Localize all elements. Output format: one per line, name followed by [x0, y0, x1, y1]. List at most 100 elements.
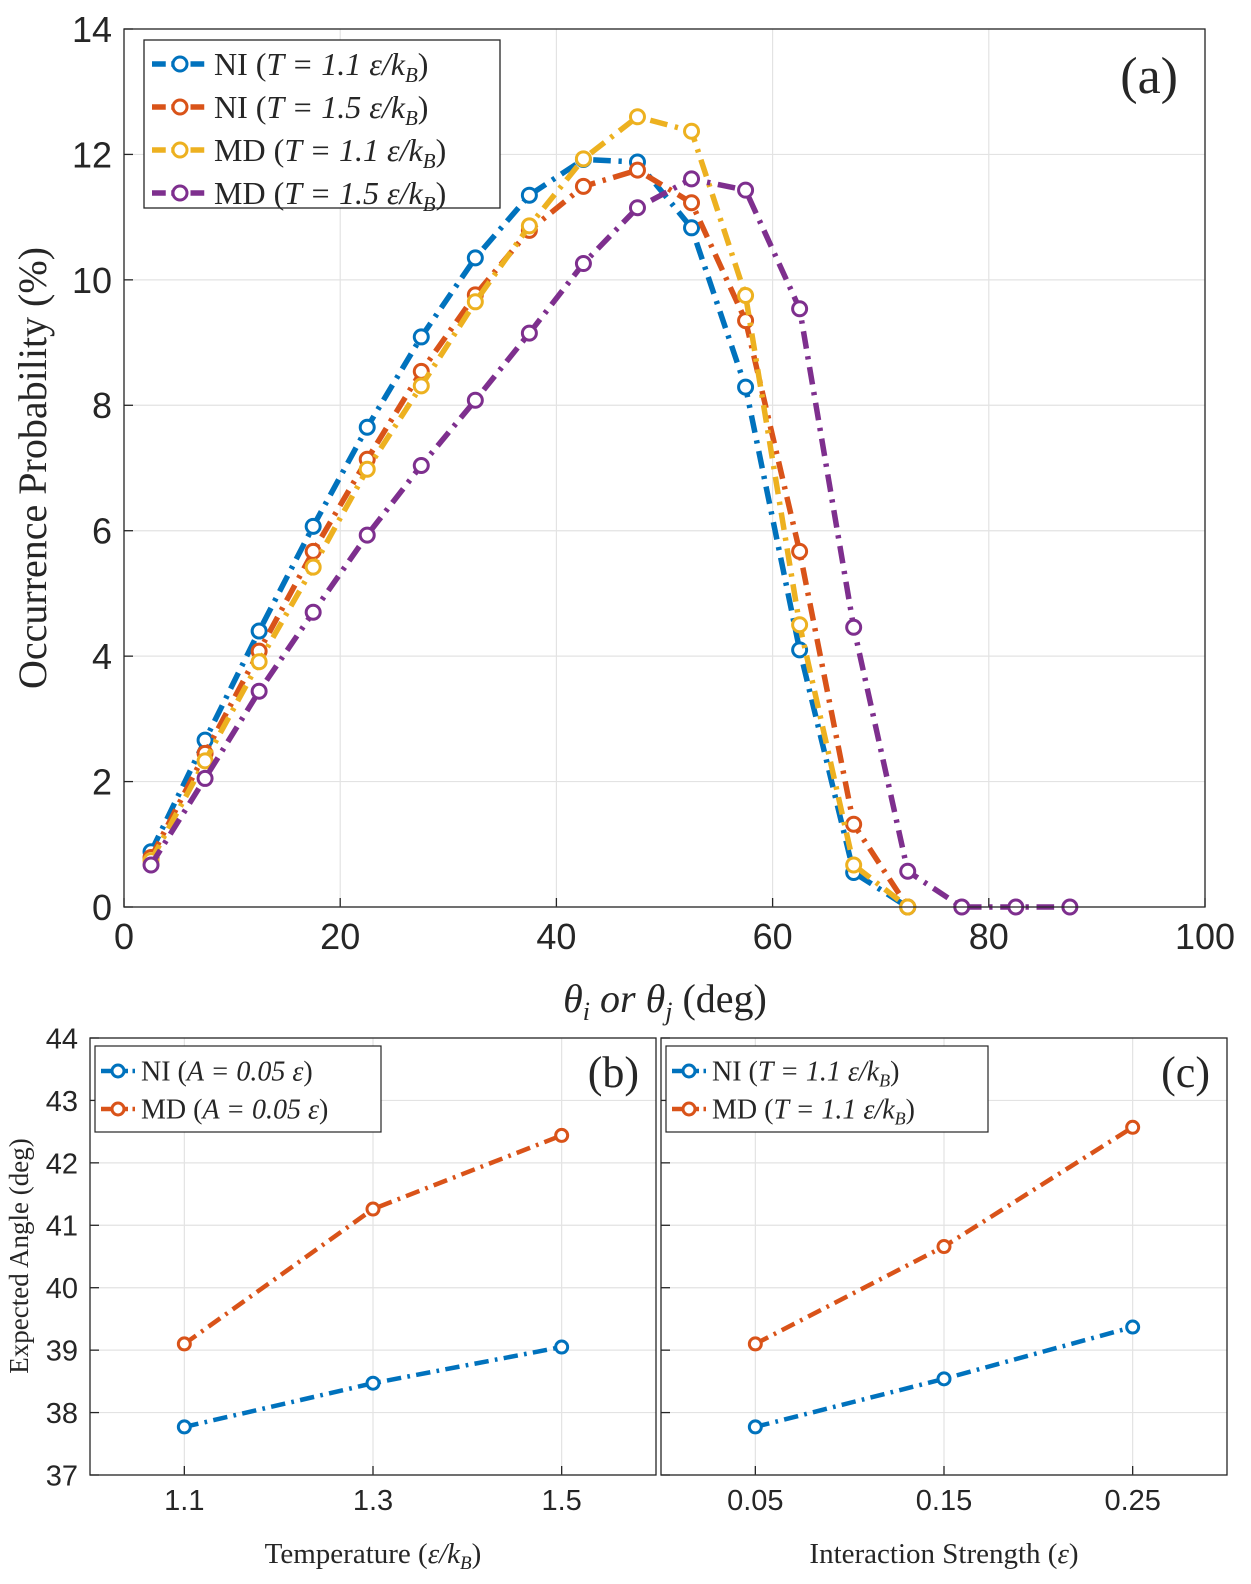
data-point [412, 456, 430, 474]
data-point [747, 1336, 763, 1352]
data-point [520, 217, 538, 235]
y-tick-label: 43 [46, 1086, 78, 1118]
legend-label: NI (A = 0.05 ε) [141, 1057, 313, 1088]
data-point [1125, 1319, 1141, 1335]
y-tick-label: 14 [72, 9, 112, 50]
x-tick-label: 1.5 [542, 1485, 582, 1517]
data-point [1125, 1119, 1141, 1135]
data-point [196, 769, 214, 787]
data-point [412, 377, 430, 395]
data-point [683, 194, 701, 212]
y-tick-label: 37 [46, 1460, 78, 1492]
data-point [791, 542, 809, 560]
data-point [250, 622, 268, 640]
data-point [628, 199, 646, 217]
y-tick-label: 4 [92, 636, 112, 677]
data-point [574, 150, 592, 168]
x-axis-label: θi or θj (deg) [563, 976, 767, 1026]
y-tick-label: 44 [46, 1023, 78, 1055]
data-point [412, 328, 430, 346]
data-point [176, 1419, 192, 1435]
data-point [365, 1375, 381, 1391]
x-tick-label: 0.25 [1104, 1485, 1160, 1517]
data-point [574, 255, 592, 273]
data-point [304, 603, 322, 621]
data-point [520, 324, 538, 342]
x-tick-label: 0.15 [916, 1485, 972, 1517]
data-point [628, 161, 646, 179]
data-point [358, 460, 376, 478]
data-point [574, 177, 592, 195]
y-axis-label: Expected Angle (deg) [4, 1138, 34, 1373]
x-tick-label: 1.3 [353, 1485, 393, 1517]
axes-box [123, 28, 1206, 908]
legend-label: MD (A = 0.05 ε) [141, 1095, 328, 1126]
axes-box [89, 1037, 657, 1476]
panel-b: 1.1 1.3 1.5 37 38 39 40 41 42 43 44 Expected Angle… [4, 1023, 657, 1574]
panel-label: (c) [1161, 1048, 1210, 1097]
legend-marker [110, 1101, 126, 1117]
data-point [737, 181, 755, 199]
x-tick-label: 20 [320, 916, 360, 957]
series-lines [747, 1119, 1141, 1435]
data-point [845, 618, 863, 636]
panel-a: 0 20 40 60 80 100 0 2 4 6 8 10 12 14 Occurrence Proba… [10, 9, 1235, 1026]
data-point [737, 378, 755, 396]
data-point [791, 616, 809, 634]
legend: NI (T = 1.1 ε/kB) MD (T = 1.1 ε/kB) [665, 1045, 989, 1133]
y-tick-label: 42 [46, 1148, 78, 1180]
series-line-0 [183, 1344, 563, 1430]
data-point [845, 815, 863, 833]
legend-marker [110, 1063, 126, 1079]
legend-marker [171, 98, 189, 116]
data-point [365, 1201, 381, 1217]
data-point [304, 517, 322, 535]
data-point [845, 856, 863, 874]
data-point [683, 219, 701, 237]
tick-labels: 1.1 1.3 1.5 37 38 39 40 41 42 43 44 [46, 1023, 582, 1517]
y-tick-label: 0 [92, 887, 112, 928]
x-tick-label: 0 [114, 916, 134, 957]
legend-marker [171, 55, 189, 73]
data-point [737, 287, 755, 305]
x-axis-label: Temperature (ε/kB) [265, 1538, 482, 1574]
x-tick-label: 60 [753, 916, 793, 957]
y-tick-label: 41 [46, 1211, 78, 1243]
data-point [628, 108, 646, 126]
y-tick-label: 6 [92, 511, 112, 552]
data-point [250, 653, 268, 671]
legend-marker [681, 1063, 697, 1079]
data-point [554, 1127, 570, 1143]
series-line-3 [148, 176, 1070, 910]
data-point [683, 122, 701, 140]
x-tick-label: 1.1 [164, 1485, 204, 1517]
data-point [936, 1239, 952, 1255]
legend: NI (T = 1.1 ε/kB)NI (T = 1.5 ε/kB)MD (T … [143, 39, 501, 216]
legend-box [94, 1045, 382, 1133]
data-point [466, 391, 484, 409]
data-point [554, 1339, 570, 1355]
panel-label: (a) [1120, 48, 1178, 105]
tick-labels: 0.05 0.15 0.25 [727, 1485, 1161, 1517]
data-point [791, 300, 809, 318]
data-point [304, 542, 322, 560]
data-point [520, 186, 538, 204]
data-point [358, 526, 376, 544]
legend: NI (A = 0.05 ε) MD (A = 0.05 ε) [94, 1045, 382, 1133]
y-tick-label: 8 [92, 385, 112, 426]
x-tick-label: 80 [969, 916, 1009, 957]
data-point [196, 752, 214, 770]
data-point [466, 249, 484, 267]
data-point [142, 856, 160, 874]
data-point [304, 558, 322, 576]
data-point [936, 1371, 952, 1387]
legend-label: MD (T = 1.1 ε/kB) [214, 132, 446, 173]
x-tick-label: 40 [536, 916, 576, 957]
data-point [683, 170, 701, 188]
y-tick-label: 2 [92, 762, 112, 803]
legend-label: NI (T = 1.5 ε/kB) [214, 89, 428, 130]
data-point [899, 862, 917, 880]
y-axis-label: Occurrence Probability (%) [10, 247, 55, 689]
x-tick-label: 0.05 [727, 1485, 783, 1517]
y-tick-label: 10 [72, 260, 112, 301]
